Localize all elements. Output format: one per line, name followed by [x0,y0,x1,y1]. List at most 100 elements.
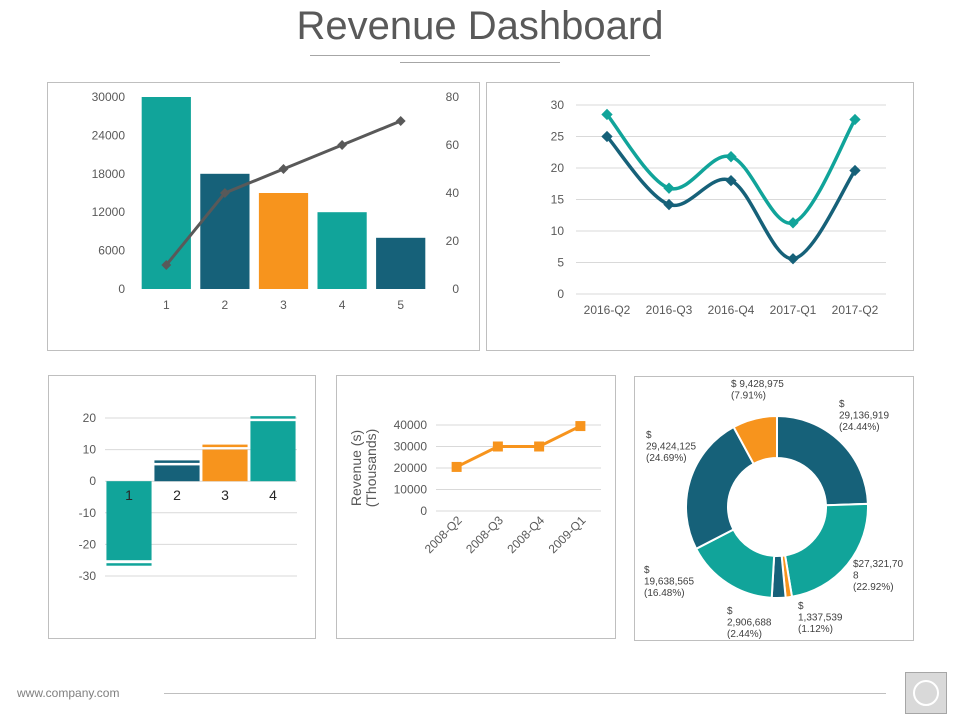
x-tick-label: 2017-Q2 [832,303,879,317]
slice-label-line: $27,321,70 [853,559,903,570]
bar [250,421,296,482]
y-tick-label: 10000 [394,483,428,497]
y-tick-label: 30000 [394,440,428,454]
line-point [161,260,172,270]
bar [202,449,248,482]
y-axis-label-line: Revenue (s) [348,430,364,506]
x-tick-label: 2016-Q2 [584,303,631,317]
days-line-chart-panel: 0 5 10 15 20 25 30 2016-Q2 2016-Q3 2016-Q4 2017-Q1… [486,82,914,351]
slice-label-line: (1.12%) [798,624,833,635]
slice-label-line: 29,424,125 [646,442,696,453]
bar-cap [202,444,248,448]
y-tick-label: 25 [551,130,565,144]
slice-label: $1,337,539 (1.12%) [798,601,843,635]
slice-label-line: $ [839,399,845,410]
line-point [663,182,675,194]
footer-website: www.company.com [17,686,120,700]
x-tick-label: 3 [280,298,287,312]
slice-label-line: (7.91%) [731,391,766,402]
x-tick-label: 2 [222,298,229,312]
line-point [337,140,348,150]
y-axis-label: Revenue (s)(Thousands) [348,429,379,508]
y-tick-label: 18000 [92,167,126,181]
slice-label-line: 19,638,565 [644,577,694,588]
slice-label-line: $ [644,565,650,576]
y-tick-label: 0 [557,287,564,301]
slice-label-line: 1,337,539 [798,613,843,624]
y2-tick-label: 0 [452,282,459,296]
footer-divider [164,693,886,694]
x-tick-label: 2 [173,487,181,503]
line-point [492,441,503,452]
x-tick-label: 4 [269,487,277,503]
y2-tick-label: 60 [446,138,460,152]
revenue-line-chart: 0 10000 20000 30000 40000 2008-Q22008-Q32008-… [348,418,601,556]
qoq-growth-bar-chart: -30 -20 -10 0 10 20 1 2 3 4 [79,411,297,583]
slice-label: $27,321,70 8 (22.92%) [853,559,903,593]
line-point [787,217,799,229]
circle-icon [913,680,939,706]
slice-label-line: $ [646,430,652,441]
slice-label-line: (2.44%) [727,629,762,640]
line-point [219,188,230,198]
days-line-chart: 0 5 10 15 20 25 30 2016-Q2 2016-Q3 2016-Q4 2017-Q1… [551,98,886,317]
y2-tick-label: 20 [446,234,460,248]
x-tick-label: 5 [397,298,404,312]
combo-bar-line-chart: 0 6000 12000 18000 24000 30000 0 20 40 60 80 1 2 3 4 5 [92,90,460,312]
revenue-line-chart-panel: 0 10000 20000 30000 40000 2008-Q2 2008-Q3 2008-… [336,375,616,639]
line-point [725,174,737,187]
donut-slice [776,414,869,507]
slice-label-line: (22.92%) [853,582,894,593]
y-axis-label-line: (Thousands) [363,429,379,508]
y-tick-label: 0 [118,282,125,296]
x-tick-label: 1 [125,487,133,503]
slice-label: $ 9,428,975 (7.91%) [731,379,784,402]
y-tick-label: 15 [551,193,565,207]
bar [376,237,426,289]
slice-label: $29,136,919 (24.44%) [839,399,889,433]
slice-label-line: (24.44%) [839,422,880,433]
x-tick-label: 2008-Q2 [422,513,465,556]
donut-slice [732,414,778,466]
y-tick-label: 40000 [394,418,428,432]
y-tick-label: 0 [420,504,427,518]
y-tick-label: 24000 [92,128,126,142]
y-tick-label: 20 [83,411,97,425]
slice-label: $29,424,125 (24.69%) [646,430,696,464]
x-tick-label: 3 [221,487,229,503]
title-underline-short [400,62,560,63]
line-point [849,164,861,177]
slice-label-line: 2,906,688 [727,618,772,629]
x-tick-label: 4 [339,298,346,312]
x-tick-label: 2009-Q1 [546,513,589,556]
y-tick-label: 10 [83,443,97,457]
line-point [849,113,861,126]
y2-tick-label: 80 [446,90,460,104]
bar [154,465,200,482]
x-tick-label: 1 [163,298,170,312]
line-point [575,421,586,432]
line-point [663,198,675,211]
donut-chart-panel: $29,136,919 (24.44%) $27,321,70 8 (22.92%) $1… [634,376,914,641]
line-point [395,116,406,126]
slice-label-line: $ [727,606,733,617]
line-point [534,441,545,452]
page-title: Revenue Dashboard [296,4,664,48]
qoq-growth-chart-panel: -30 -20 -10 0 10 20 1 2 3 4 [48,375,316,639]
x-tick-label: 2008-Q4 [504,513,547,556]
x-tick-label: 2016-Q3 [646,303,693,317]
y-tick-label: 30000 [92,90,126,104]
title-underline [310,55,650,56]
y2-tick-label: 40 [446,186,460,200]
bar-cap [106,563,152,566]
y-tick-label: 5 [557,256,564,270]
y-tick-label: 20000 [394,461,428,475]
line-point [451,461,462,472]
bar [258,193,309,289]
series-line [605,113,857,225]
slice-label-line: $ [798,601,804,612]
y-tick-label: 10 [551,224,565,238]
slice-label: $19,638,565 (16.48%) [644,565,694,599]
slice-label-line: 8 [853,571,859,582]
x-tick-label: 2016-Q4 [708,303,755,317]
